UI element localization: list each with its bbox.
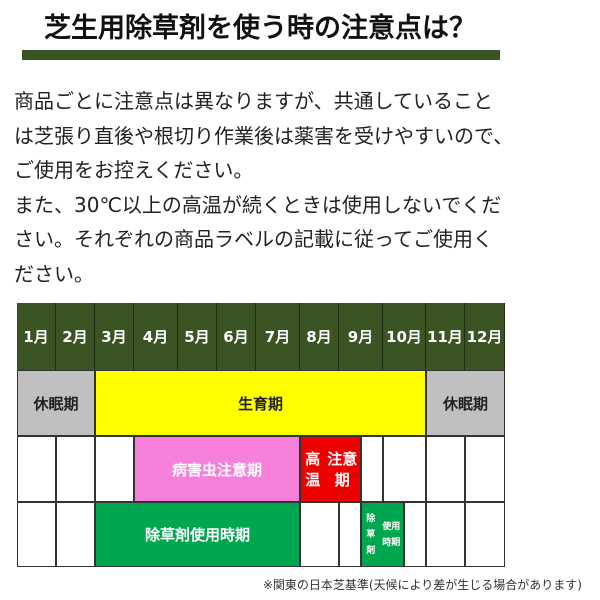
heat-caution-period: 高温 注意期 <box>300 436 361 502</box>
dormant-period: 休眠期 <box>426 370 505 436</box>
cell-label: 除草剤 <box>366 513 376 556</box>
empty-cell <box>426 436 465 502</box>
paragraph-line: ださい。 <box>14 261 94 286</box>
pest-caution-period: 病害虫注意期 <box>134 436 300 502</box>
month-header: 8月 <box>300 303 339 370</box>
empty-cell <box>361 436 383 502</box>
cell-label: 生育期 <box>237 394 283 413</box>
growth-period: 生育期 <box>95 370 426 436</box>
cell-label: 7月 <box>264 328 291 346</box>
cell-label: 高温 <box>305 450 321 489</box>
month-header: 2月 <box>56 303 95 370</box>
cell-label: 使用時期 <box>382 521 401 548</box>
cell-label: 4月 <box>142 328 169 346</box>
empty-cell <box>339 502 361 567</box>
notice-paragraph: 商品ごとに注意点は異なりますが、共通していること は芝張り直後や根切り作業後は薬… <box>14 84 513 291</box>
cell-label: 11月 <box>427 328 463 346</box>
cell-label: 6月 <box>223 328 249 346</box>
month-header: 9月 <box>339 303 383 370</box>
month-header: 5月 <box>178 303 217 370</box>
empty-cell <box>465 436 505 502</box>
paragraph-line: 商品ごとに注意点は異なりますが、共通していること <box>14 89 493 113</box>
cell-label: 注意期 <box>327 450 358 489</box>
cell-label: 2月 <box>62 328 88 346</box>
empty-cell <box>95 436 134 502</box>
month-header: 4月 <box>134 303 178 370</box>
dormant-period: 休眠期 <box>17 370 95 436</box>
cell-label: 10月 <box>386 328 422 346</box>
paragraph-line: また、30℃以上の高温が続くときは使用しないでくだ <box>14 192 502 217</box>
cell-label: 5月 <box>184 328 210 346</box>
month-header: 12月 <box>465 303 505 370</box>
empty-cell <box>300 502 339 567</box>
cell-label: 12月 <box>466 328 503 346</box>
herbicide-use-period-autumn: 除草剤 使用時期 <box>361 502 404 567</box>
cell-label: 3月 <box>101 328 127 346</box>
cell-label: 休眠期 <box>442 394 488 413</box>
title-underline <box>22 50 500 60</box>
month-header: 10月 <box>383 303 426 370</box>
empty-cell <box>56 502 95 567</box>
cell-label: 8月 <box>306 328 332 346</box>
cell-label: 休眠期 <box>33 394 79 413</box>
page-title: 芝生用除草剤を使う時の注意点は？ <box>44 13 476 44</box>
paragraph-line: は芝張り直後や根切り作業後は薬害を受けやすいので、 <box>14 123 514 148</box>
empty-cell <box>56 436 95 502</box>
empty-cell <box>426 502 465 567</box>
month-header: 3月 <box>95 303 134 370</box>
empty-cell <box>465 502 505 567</box>
empty-cell <box>383 436 426 502</box>
month-header: 7月 <box>256 303 300 370</box>
empty-cell <box>17 502 56 567</box>
cell-label: 病害虫注意期 <box>171 460 262 479</box>
paragraph-line: さい。それぞれの商品ラベルの記載に従ってご使用く <box>14 227 493 251</box>
paragraph-line: ご使用をお控えください。 <box>14 158 254 182</box>
herbicide-use-period: 除草剤使用時期 <box>95 502 300 567</box>
footnote: ※関東の日本芝基準(天候により差が生じる場合があります) <box>262 578 582 592</box>
month-header: 11月 <box>426 303 465 370</box>
month-header: 6月 <box>217 303 256 370</box>
month-header: 1月 <box>17 303 56 370</box>
cell-label: 除草剤使用時期 <box>144 526 250 544</box>
cell-label: 9月 <box>347 328 374 346</box>
empty-cell <box>17 436 56 502</box>
cell-label: 1月 <box>23 328 49 346</box>
empty-cell <box>404 502 426 567</box>
